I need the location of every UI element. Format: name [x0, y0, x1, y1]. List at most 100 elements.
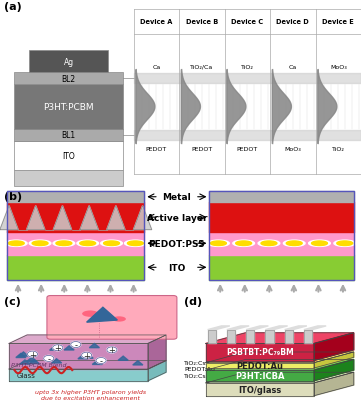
Text: Metal: Metal: [162, 193, 191, 202]
Circle shape: [44, 356, 54, 361]
Text: PEDOT: PEDOT: [191, 147, 212, 152]
Circle shape: [210, 241, 226, 246]
Circle shape: [208, 241, 229, 247]
Polygon shape: [134, 206, 152, 230]
Polygon shape: [133, 361, 143, 365]
Text: BL1: BL1: [61, 131, 76, 140]
Polygon shape: [9, 360, 166, 369]
Polygon shape: [64, 346, 74, 350]
Text: PEDOT:Au: PEDOT:Au: [184, 366, 215, 371]
Bar: [29, 51, 108, 73]
Circle shape: [8, 241, 24, 246]
Circle shape: [337, 241, 353, 246]
Polygon shape: [206, 363, 314, 368]
Text: (a): (a): [4, 2, 21, 12]
Bar: [14, 130, 123, 141]
Polygon shape: [206, 344, 314, 360]
Bar: [14, 170, 123, 187]
Text: PEDOT: PEDOT: [146, 147, 167, 152]
Polygon shape: [148, 335, 166, 369]
Polygon shape: [206, 383, 314, 396]
Circle shape: [334, 241, 356, 247]
Polygon shape: [227, 326, 249, 330]
Text: BL2: BL2: [61, 75, 76, 83]
Text: Device A: Device A: [140, 19, 173, 25]
Text: MoO₃: MoO₃: [284, 147, 301, 152]
Circle shape: [101, 241, 122, 247]
Polygon shape: [284, 326, 307, 330]
Text: Device E: Device E: [322, 19, 354, 25]
Circle shape: [258, 241, 280, 247]
Polygon shape: [27, 358, 37, 362]
Polygon shape: [52, 359, 62, 363]
Text: TiO₂: TiO₂: [332, 147, 345, 152]
Polygon shape: [208, 330, 216, 344]
Text: -: -: [74, 340, 77, 349]
Text: +: +: [54, 343, 61, 352]
Polygon shape: [314, 352, 354, 368]
Text: Ag: Ag: [64, 57, 74, 67]
Polygon shape: [18, 352, 29, 356]
Bar: [14, 85, 123, 130]
Polygon shape: [16, 353, 26, 358]
Polygon shape: [314, 333, 354, 360]
Circle shape: [261, 241, 277, 246]
Text: -: -: [100, 356, 103, 365]
Circle shape: [71, 342, 81, 348]
Circle shape: [107, 347, 117, 353]
Circle shape: [29, 241, 51, 247]
Text: Ca: Ca: [289, 65, 297, 70]
Text: ITO: ITO: [62, 152, 75, 160]
Circle shape: [286, 241, 302, 246]
Circle shape: [82, 352, 92, 358]
Ellipse shape: [112, 316, 126, 322]
Circle shape: [32, 241, 48, 246]
Polygon shape: [87, 308, 117, 322]
Bar: [14, 141, 123, 170]
Polygon shape: [227, 71, 246, 144]
Circle shape: [53, 345, 63, 351]
Text: upto 3x higher P3HT polaron yields
due to excitation enhancement: upto 3x higher P3HT polaron yields due t…: [35, 389, 146, 400]
Polygon shape: [136, 71, 155, 144]
Ellipse shape: [82, 311, 98, 317]
Text: PEDOT: PEDOT: [237, 147, 258, 152]
Polygon shape: [206, 360, 354, 370]
Polygon shape: [148, 360, 166, 381]
Polygon shape: [29, 360, 39, 364]
Polygon shape: [284, 330, 293, 344]
Text: P3HT:PCBM: P3HT:PCBM: [43, 103, 94, 112]
Text: Device D: Device D: [277, 19, 309, 25]
Circle shape: [53, 241, 75, 247]
Circle shape: [27, 351, 38, 357]
Text: +: +: [29, 350, 36, 359]
Text: (d): (d): [184, 296, 202, 306]
Circle shape: [80, 241, 96, 246]
Circle shape: [236, 241, 252, 246]
Text: ITO: ITO: [168, 263, 186, 272]
Text: (b): (b): [4, 192, 22, 201]
Polygon shape: [107, 206, 125, 230]
Text: (c): (c): [4, 296, 21, 306]
Polygon shape: [118, 356, 128, 360]
Polygon shape: [78, 355, 88, 359]
Polygon shape: [227, 330, 235, 344]
Text: PEDOT:Au: PEDOT:Au: [236, 361, 283, 370]
Circle shape: [96, 358, 106, 364]
Text: Ca: Ca: [152, 65, 160, 70]
Bar: [209, 192, 354, 280]
Polygon shape: [246, 326, 268, 330]
Circle shape: [125, 241, 146, 247]
Polygon shape: [206, 352, 354, 363]
Polygon shape: [80, 206, 98, 230]
Polygon shape: [83, 354, 93, 358]
Polygon shape: [49, 346, 60, 350]
Text: -: -: [47, 354, 50, 363]
Bar: [14, 73, 123, 85]
Polygon shape: [314, 372, 354, 396]
Polygon shape: [314, 360, 354, 381]
Polygon shape: [89, 344, 99, 348]
Polygon shape: [27, 206, 45, 230]
Circle shape: [309, 241, 330, 247]
Text: P3HT:ICBA: P3HT:ICBA: [235, 371, 285, 380]
Text: TiO₂:Cs: TiO₂:Cs: [184, 360, 207, 365]
